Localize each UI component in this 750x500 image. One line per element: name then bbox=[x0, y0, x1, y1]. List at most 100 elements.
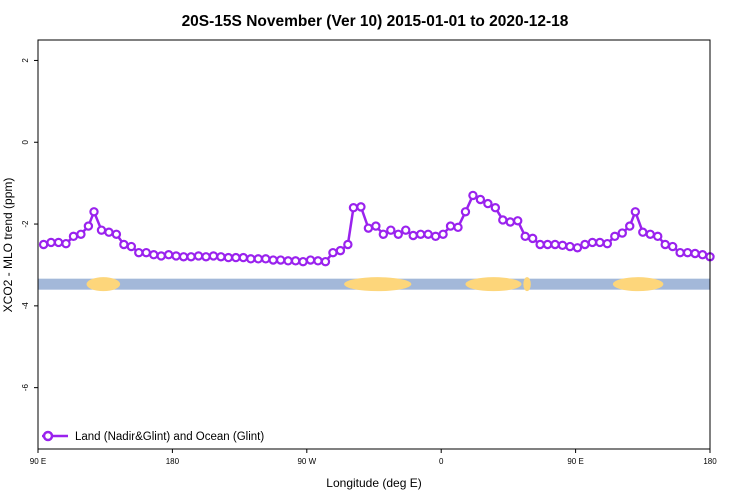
data-point bbox=[178, 252, 189, 262]
data-point bbox=[697, 250, 708, 260]
land-segment-0 bbox=[86, 277, 121, 292]
data-point bbox=[460, 207, 471, 217]
data-point bbox=[126, 241, 137, 252]
data-point bbox=[513, 216, 523, 226]
data-point bbox=[423, 229, 433, 239]
data-point bbox=[275, 255, 286, 265]
plot-frame bbox=[37, 39, 711, 450]
data-point bbox=[393, 229, 403, 239]
y-axis-label: XCO2 - MLO trend (ppm) bbox=[1, 178, 15, 313]
data-point bbox=[61, 238, 71, 249]
data-point bbox=[141, 247, 151, 258]
data-point bbox=[348, 202, 359, 213]
x-tick-label: 180 bbox=[166, 457, 180, 466]
data-point bbox=[246, 254, 256, 264]
data-point bbox=[111, 229, 122, 239]
data-point bbox=[76, 229, 86, 239]
data-point bbox=[283, 256, 293, 266]
data-point bbox=[617, 228, 627, 238]
data-point bbox=[298, 256, 308, 267]
data-point bbox=[542, 239, 553, 250]
data-point bbox=[53, 237, 64, 248]
data-point bbox=[408, 230, 418, 241]
data-point bbox=[356, 202, 366, 212]
data-point bbox=[675, 247, 685, 258]
x-tick-label: 90 E bbox=[30, 457, 46, 466]
data-point bbox=[690, 248, 700, 259]
data-point bbox=[386, 225, 396, 235]
x-tick-label: 90 W bbox=[297, 457, 316, 466]
x-tick-label: 0 bbox=[439, 457, 444, 466]
data-point bbox=[171, 251, 181, 261]
data-point bbox=[216, 252, 226, 262]
data-point bbox=[535, 239, 545, 250]
data-point bbox=[38, 239, 49, 250]
data-point bbox=[335, 245, 346, 256]
legend-label: Land (Nadir&Glint) and Ocean (Glint) bbox=[75, 431, 264, 443]
data-point bbox=[557, 240, 568, 251]
data-point bbox=[328, 247, 338, 258]
land-segment-4 bbox=[612, 277, 664, 292]
data-point bbox=[134, 247, 144, 258]
surface-strip bbox=[38, 277, 710, 292]
y-axis-ticks: 2 0 -2 -4 -6 bbox=[21, 58, 38, 392]
data-point bbox=[453, 222, 463, 233]
data-point bbox=[660, 239, 670, 250]
x-axis-ticks: 90 E 180 90 W 0 90 E 180 bbox=[30, 449, 717, 466]
data-point bbox=[667, 241, 678, 252]
data-point bbox=[638, 227, 648, 237]
data-point bbox=[602, 238, 613, 249]
data-point bbox=[572, 243, 583, 253]
data-point bbox=[520, 231, 530, 242]
data-point bbox=[527, 233, 538, 244]
legend: Land (Nadir&Glint) and Ocean (Glint) bbox=[42, 430, 264, 443]
y-tick-label: -6 bbox=[21, 384, 30, 392]
data-point bbox=[104, 227, 114, 237]
data-point bbox=[193, 251, 204, 261]
data-point bbox=[305, 255, 316, 265]
x-axis-label: Longitude (deg E) bbox=[326, 476, 421, 490]
data-point bbox=[223, 252, 234, 263]
data-point bbox=[610, 231, 620, 242]
y-tick-label: -4 bbox=[21, 302, 30, 310]
data-point bbox=[445, 221, 456, 231]
data-point bbox=[343, 239, 353, 250]
data-point bbox=[587, 237, 598, 248]
data-point bbox=[475, 194, 486, 205]
data-point bbox=[490, 202, 501, 213]
data-point bbox=[438, 229, 448, 239]
data-point bbox=[253, 254, 263, 264]
data-point bbox=[595, 237, 605, 248]
data-point bbox=[186, 252, 196, 262]
data-point bbox=[505, 217, 515, 227]
data-point bbox=[156, 251, 166, 261]
data-point bbox=[565, 241, 575, 252]
data-point bbox=[68, 231, 79, 242]
data-point bbox=[645, 229, 655, 239]
data-point bbox=[231, 252, 241, 263]
data-point bbox=[96, 225, 107, 235]
data-point bbox=[363, 223, 374, 233]
series-points bbox=[38, 190, 715, 267]
data-point bbox=[83, 221, 94, 231]
legend-marker bbox=[42, 430, 54, 442]
chart-title: 20S-15S November (Ver 10) 2015-01-01 to … bbox=[182, 13, 569, 30]
data-point bbox=[468, 190, 478, 201]
data-point bbox=[119, 239, 129, 250]
data-point bbox=[630, 207, 641, 217]
data-point bbox=[89, 207, 99, 217]
y-tick-label: -2 bbox=[21, 220, 30, 228]
data-point bbox=[320, 256, 331, 267]
data-point bbox=[653, 231, 663, 242]
data-point bbox=[401, 225, 411, 235]
data-point bbox=[163, 250, 174, 260]
data-point bbox=[580, 239, 590, 250]
x-tick-label: 90 E bbox=[567, 457, 583, 466]
data-point bbox=[430, 231, 441, 242]
data-point bbox=[625, 221, 635, 231]
data-point bbox=[268, 255, 278, 265]
land-segment-3 bbox=[523, 277, 531, 292]
data-point bbox=[208, 251, 219, 261]
x-tick-label: 180 bbox=[703, 457, 717, 466]
